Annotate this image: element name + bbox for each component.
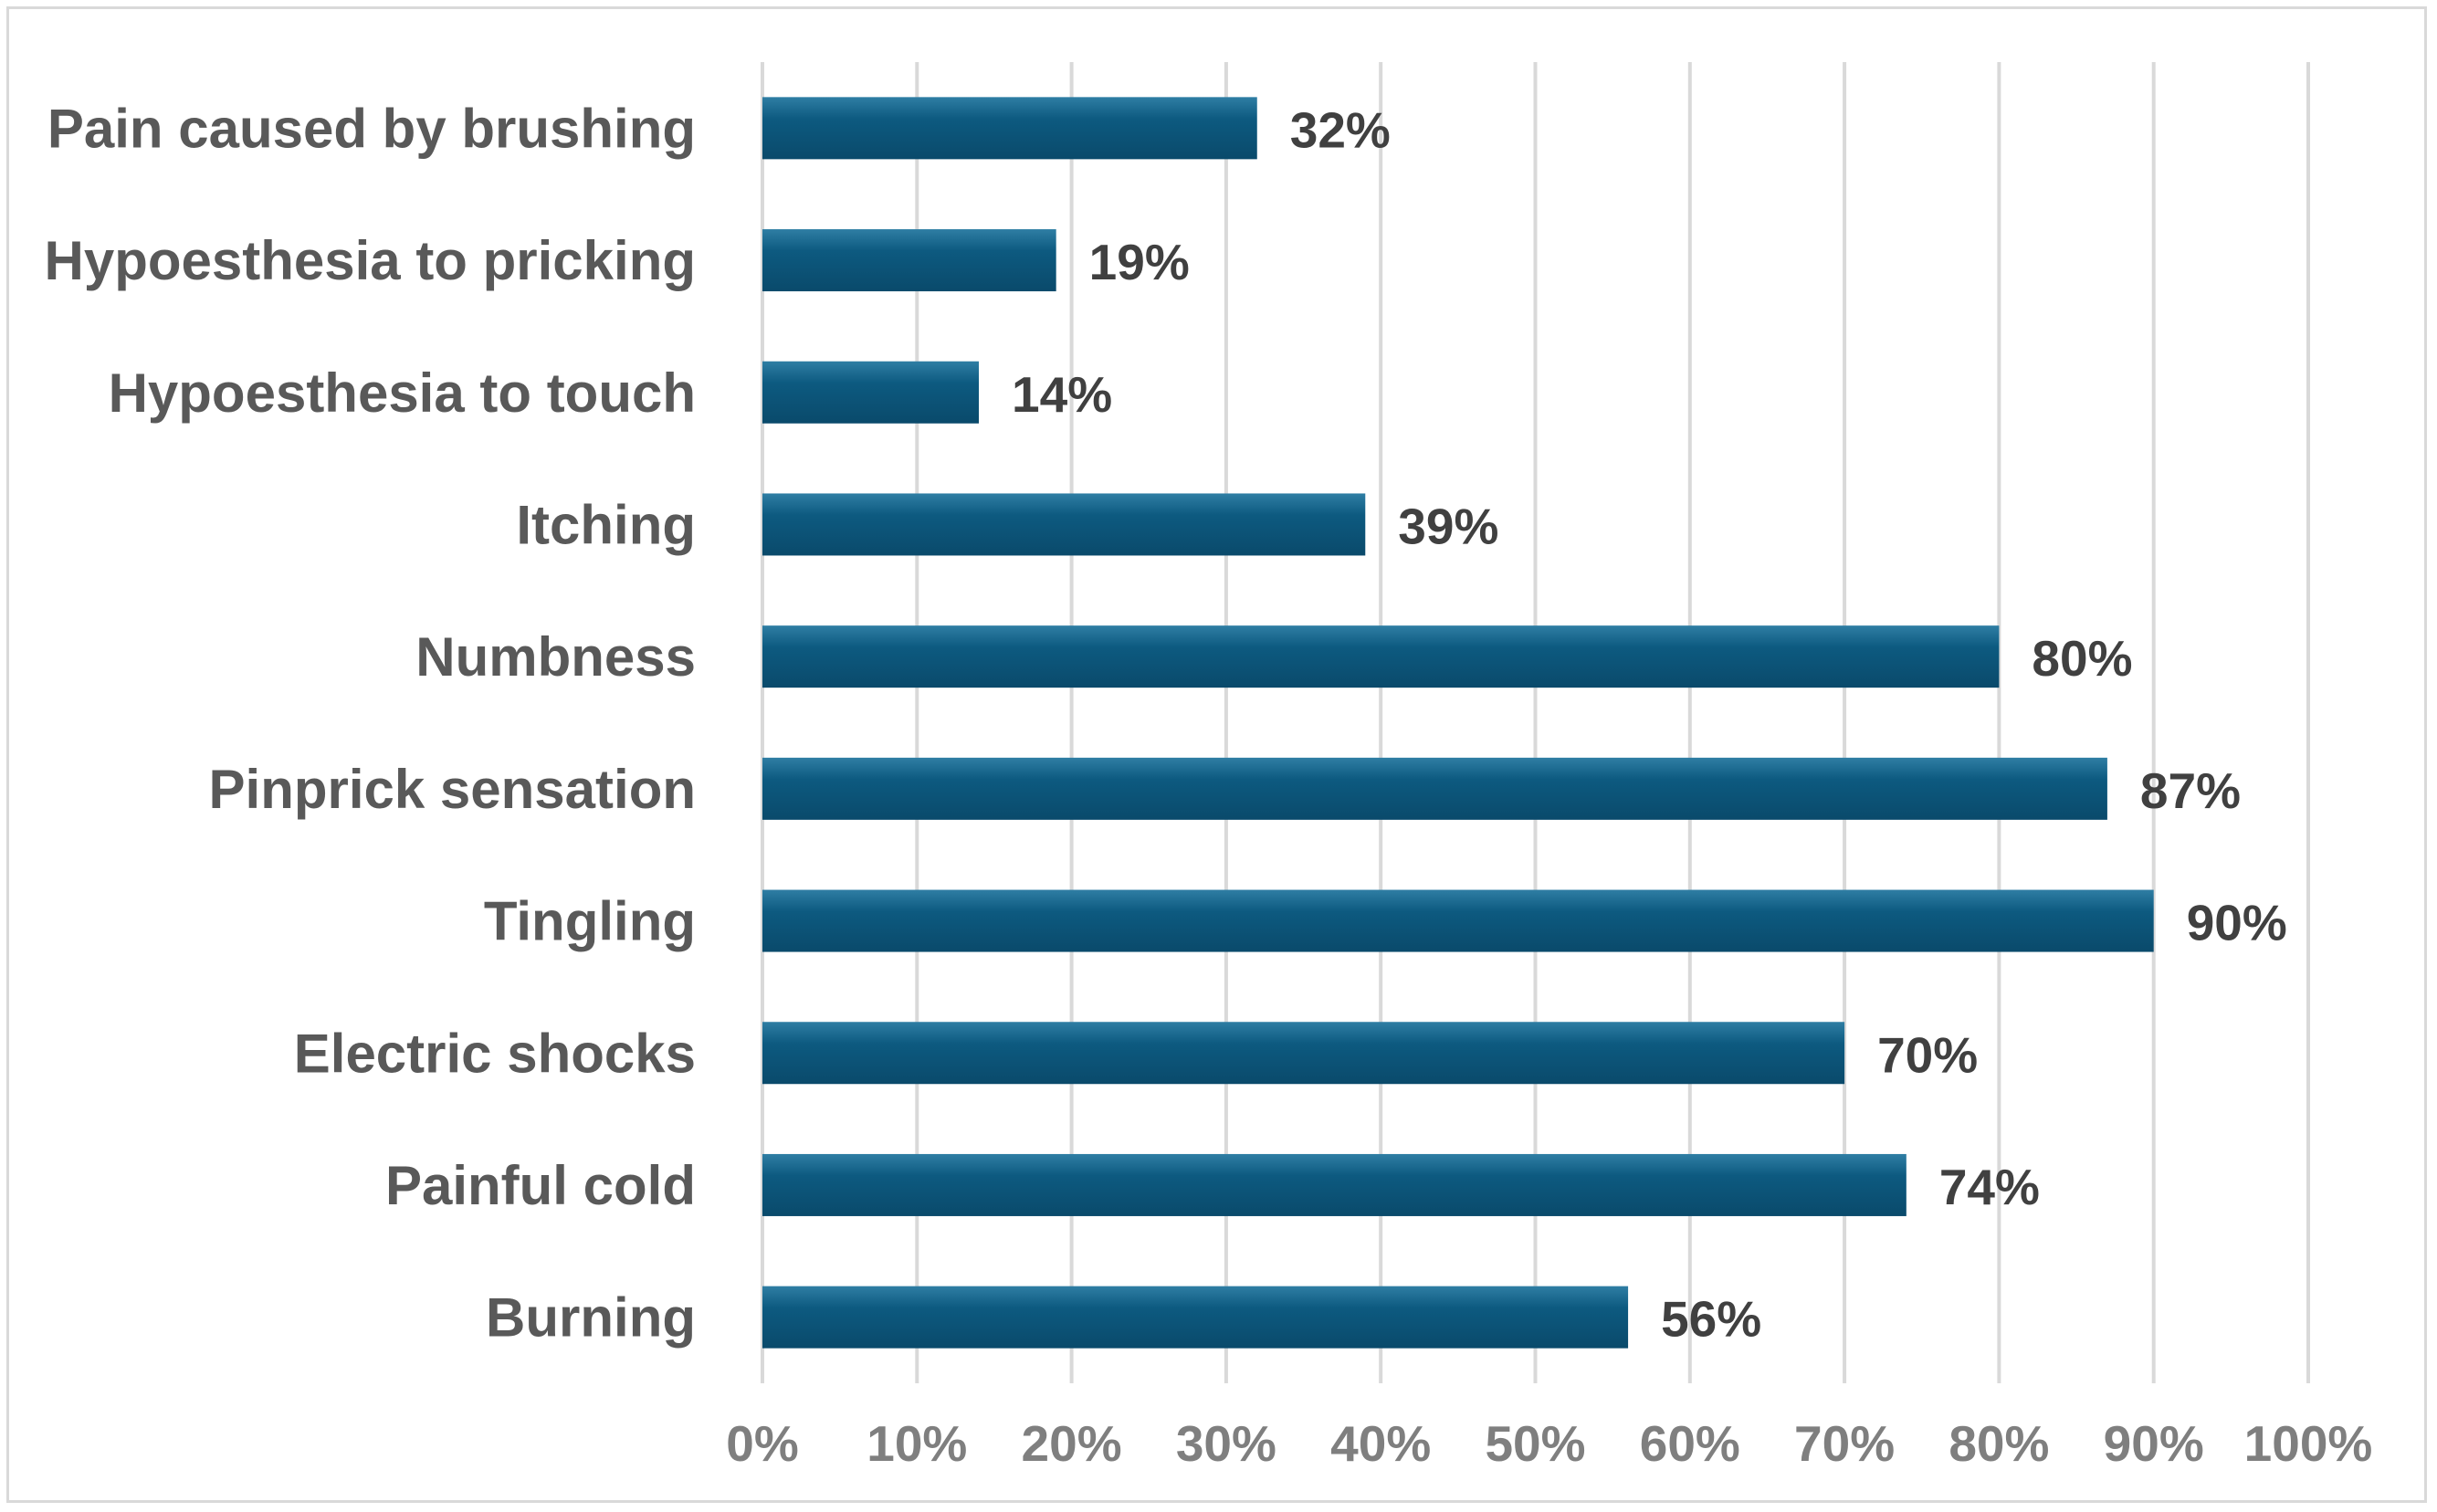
bar	[762, 1286, 1629, 1349]
category-label: Tingling	[484, 891, 696, 952]
x-tick-label: 80%	[1949, 1415, 2049, 1472]
bar	[762, 889, 2154, 952]
category-label: Painful cold	[385, 1155, 696, 1216]
bar	[762, 757, 2107, 820]
data-label: 87%	[2140, 762, 2241, 819]
x-tick-label: 30%	[1176, 1415, 1276, 1472]
data-label: 80%	[2032, 630, 2132, 687]
x-tick-label: 70%	[1794, 1415, 1895, 1472]
x-tick-label: 40%	[1330, 1415, 1431, 1472]
category-label: Itching	[516, 494, 696, 555]
data-label: 90%	[2187, 895, 2287, 951]
x-tick-label: 10%	[867, 1415, 967, 1472]
labels: 0% 10% 20% 30% 40% 50% 60% 70% 80% 90% 100% Pain ca…	[45, 98, 2373, 1472]
x-tick-label: 0%	[726, 1415, 799, 1472]
data-label: 56%	[1661, 1291, 1761, 1348]
category-label: Pinprick sensation	[209, 759, 697, 820]
bar	[762, 1153, 1907, 1216]
bar	[762, 1022, 1845, 1085]
data-label: 19%	[1089, 234, 1190, 290]
bar	[762, 361, 980, 424]
bar	[762, 97, 1257, 160]
x-tick-label: 100%	[2244, 1415, 2373, 1472]
data-label: 70%	[1877, 1026, 1978, 1083]
data-label: 32%	[1290, 101, 1391, 158]
x-tick-label: 90%	[2104, 1415, 2204, 1472]
bars	[762, 97, 2154, 1349]
x-tick-label: 20%	[1022, 1415, 1122, 1472]
x-tick-label: 60%	[1640, 1415, 1740, 1472]
category-label: Pain caused by brushing	[47, 98, 696, 159]
bar	[762, 229, 1056, 292]
category-label: Burning	[486, 1287, 696, 1349]
data-label: 74%	[1939, 1159, 2040, 1215]
category-label: Numbness	[415, 626, 696, 688]
data-label: 39%	[1398, 498, 1498, 554]
category-label: Hypoesthesia to pricking	[45, 230, 697, 291]
chart-frame	[6, 6, 2427, 1503]
bar	[762, 493, 1366, 556]
bar	[762, 625, 2000, 688]
x-tick-label: 50%	[1485, 1415, 1585, 1472]
category-label: Electric shocks	[294, 1023, 696, 1084]
category-label: Hypoesthesia to touch	[109, 362, 696, 424]
data-label: 14%	[1012, 366, 1112, 423]
